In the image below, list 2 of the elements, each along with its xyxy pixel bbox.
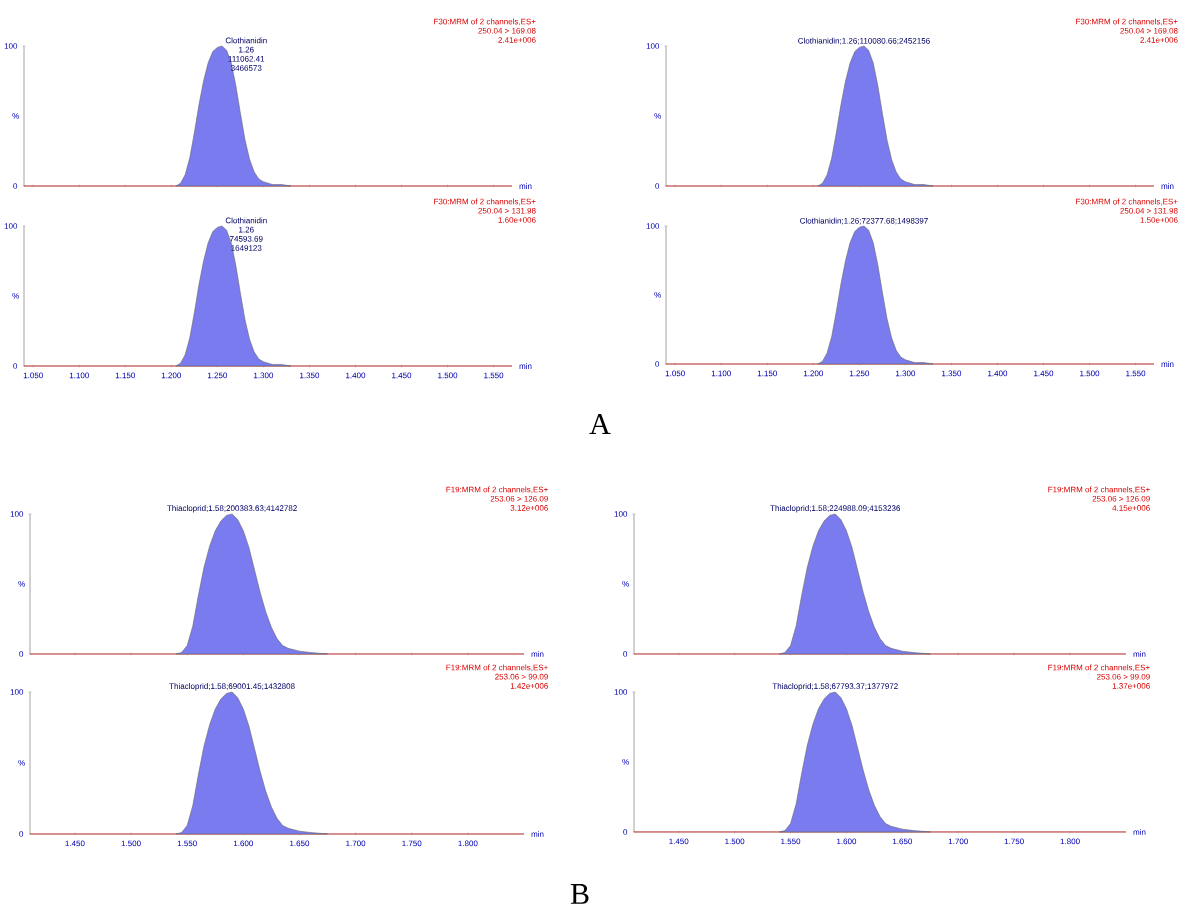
- text: A: [589, 414, 611, 434]
- text: B: [570, 884, 589, 904]
